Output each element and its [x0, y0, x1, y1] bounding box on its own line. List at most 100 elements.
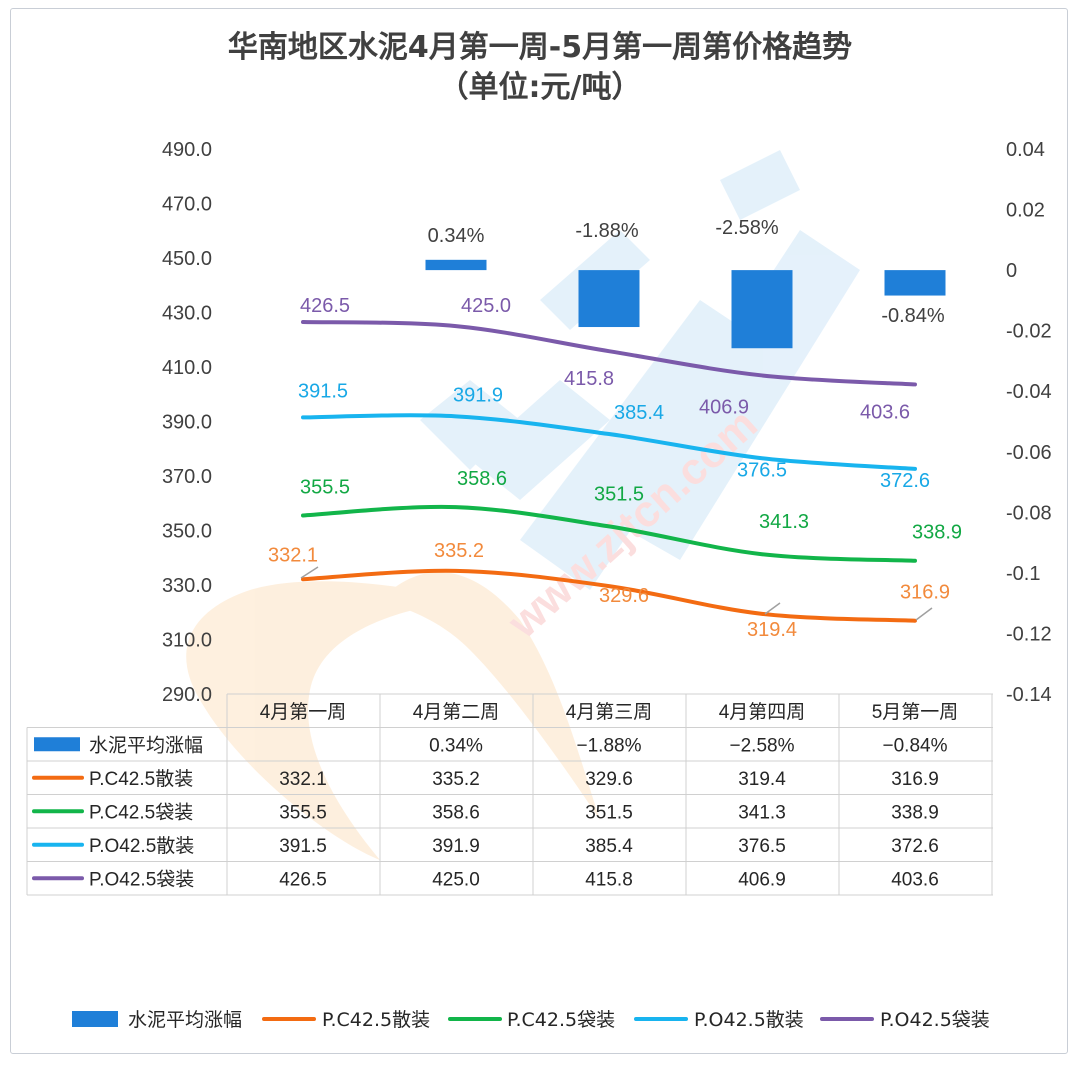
line-series: [301, 320, 917, 623]
table-cell: 372.6: [891, 836, 939, 857]
legend-label: P.C42.5袋装: [507, 1009, 615, 1031]
table-cell: −0.84%: [883, 735, 948, 756]
data-label: 358.6: [457, 468, 507, 490]
right-axis-tick: -0.04: [1006, 381, 1052, 403]
data-label: 372.6: [880, 470, 930, 492]
right-axis-tick: -0.14: [1006, 684, 1052, 706]
data-label: 329.6: [599, 585, 649, 607]
table-cell: 341.3: [738, 802, 786, 823]
table-cell: 351.5: [585, 802, 633, 823]
table-header: 4月第三周: [566, 701, 653, 723]
left-axis-tick: 450.0: [162, 248, 212, 270]
right-axis-tick: -0.1: [1006, 563, 1040, 585]
table-row-label: P.C42.5袋装: [89, 801, 193, 823]
legend-label: P.O42.5袋装: [880, 1009, 990, 1031]
data-labels: 332.1 335.2 329.6 319.4 316.9 355.5 358.6 351.5…: [268, 217, 962, 641]
bar: [731, 270, 793, 349]
data-label: 385.4: [614, 402, 664, 424]
table-header: 4月第一周: [260, 701, 347, 723]
bar-label: -2.58%: [715, 217, 779, 239]
data-label: 403.6: [860, 401, 910, 423]
right-axis-tick: 0: [1006, 260, 1017, 282]
table-cell: 385.4: [585, 836, 633, 857]
table-row-label: P.O42.5散装: [89, 835, 194, 857]
table-cell: 335.2: [432, 769, 480, 790]
data-label: 426.5: [300, 295, 350, 317]
right-axis-tick: 0.02: [1006, 200, 1045, 222]
right-axis-tick: -0.02: [1006, 321, 1052, 343]
table-cell: 332.1: [279, 769, 327, 790]
data-label: 316.9: [900, 582, 950, 604]
legend-swatch: [72, 1011, 118, 1027]
data-label: 415.8: [564, 368, 614, 390]
left-axis-tick: 290.0: [162, 684, 212, 706]
leader-line: [764, 602, 781, 615]
table-cell: 415.8: [585, 869, 633, 890]
left-axis-tick: 410.0: [162, 357, 212, 379]
data-label: 425.0: [461, 295, 511, 317]
left-axis: 490.0 470.0 450.0 430.0 410.0 390.0 370.0 350.0…: [162, 139, 212, 706]
bar-series: [425, 259, 946, 349]
series-line: [301, 413, 917, 471]
legend-label: P.C42.5散装: [322, 1009, 430, 1031]
data-label: 332.1: [268, 544, 318, 566]
table-row-label: P.O42.5袋装: [89, 868, 194, 890]
data-label: 406.9: [699, 396, 749, 418]
table-swatch: [34, 737, 80, 752]
left-axis-tick: 330.0: [162, 575, 212, 597]
right-axis-tick: -0.12: [1006, 623, 1052, 645]
bar: [884, 270, 946, 296]
table-cell: −1.88%: [577, 735, 642, 756]
table-cell: 403.6: [891, 869, 939, 890]
table-header: 4月第四周: [719, 701, 806, 723]
left-axis-tick: 490.0: [162, 139, 212, 161]
table-cell: 358.6: [432, 802, 480, 823]
data-label: 335.2: [434, 540, 484, 562]
bar: [578, 270, 640, 328]
right-axis-tick: -0.08: [1006, 502, 1052, 524]
chart-subtitle: （单位:元/吨）: [438, 70, 642, 105]
table-cell: −2.58%: [730, 735, 795, 756]
legend-label: 水泥平均涨幅: [128, 1009, 242, 1031]
table-cell: 426.5: [279, 869, 327, 890]
data-label: 391.5: [298, 380, 348, 402]
table-cell: 425.0: [432, 869, 480, 890]
table-row-label: P.C42.5散装: [89, 768, 193, 790]
chart-title: 华南地区水泥4月第一周-5月第一周第价格趋势: [227, 30, 853, 65]
bar-label: -0.84%: [881, 305, 945, 327]
table-row-label: 水泥平均涨幅: [89, 734, 203, 756]
table-cell: 316.9: [891, 769, 939, 790]
legend-label: P.O42.5散装: [694, 1009, 804, 1031]
bar-label: -1.88%: [575, 220, 639, 242]
left-axis-tick: 310.0: [162, 630, 212, 652]
table-cell: 406.9: [738, 869, 786, 890]
right-axis-tick: 0.04: [1006, 139, 1045, 161]
leader-line: [300, 566, 319, 579]
table-header: 5月第一周: [872, 701, 959, 723]
data-label: 319.4: [747, 619, 797, 641]
leader-line: [915, 607, 933, 621]
table-cell: 391.9: [432, 836, 480, 857]
table-cell: 319.4: [738, 769, 786, 790]
bar-label: 0.34%: [428, 225, 485, 247]
table-cell: 0.34%: [429, 735, 483, 756]
left-axis-tick: 390.0: [162, 412, 212, 434]
data-label: 351.5: [594, 483, 644, 505]
table-header: 4月第二周: [413, 701, 500, 723]
series-line: [301, 504, 917, 563]
left-axis-tick: 350.0: [162, 521, 212, 543]
table-cell: 338.9: [891, 802, 939, 823]
data-label: 355.5: [300, 477, 350, 499]
left-axis-tick: 370.0: [162, 466, 212, 488]
left-axis-tick: 470.0: [162, 194, 212, 216]
table-cell: 329.6: [585, 769, 633, 790]
data-label: 338.9: [912, 522, 962, 544]
table-cell: 391.5: [279, 836, 327, 857]
legend: 水泥平均涨幅 P.C42.5散装 P.C42.5袋装 P.O42.5散装 P.O42.5…: [72, 1009, 990, 1031]
data-label: 341.3: [759, 511, 809, 533]
bar: [425, 259, 487, 271]
table-cell: 355.5: [279, 802, 327, 823]
left-axis-tick: 430.0: [162, 303, 212, 325]
